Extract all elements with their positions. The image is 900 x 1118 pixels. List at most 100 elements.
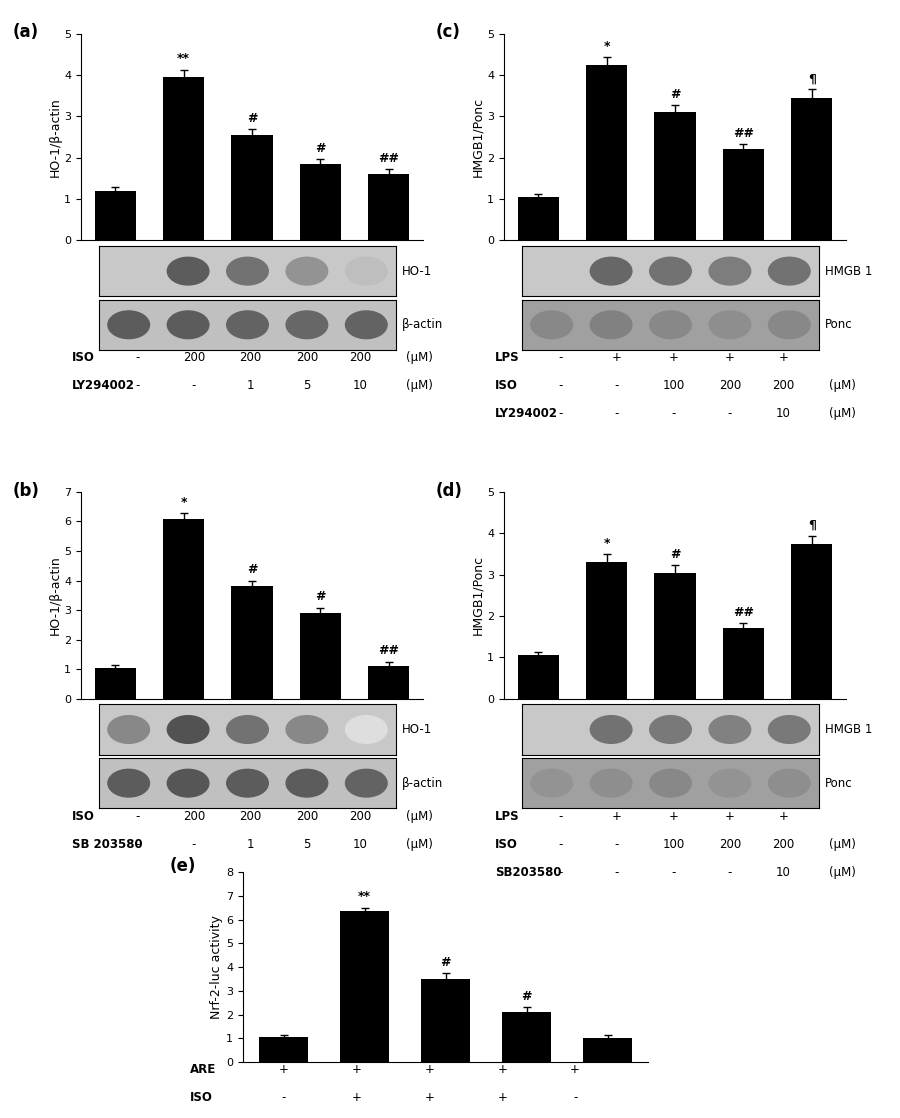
Text: -: - [135, 837, 140, 851]
Text: β-actin: β-actin [402, 319, 443, 331]
Ellipse shape [346, 257, 387, 285]
Text: -: - [671, 407, 676, 420]
Text: -: - [135, 809, 140, 823]
Text: #: # [521, 991, 532, 1003]
Text: -: - [192, 837, 196, 851]
Text: +: + [725, 351, 734, 364]
Ellipse shape [346, 769, 387, 797]
Text: 1: 1 [247, 837, 254, 851]
Bar [368, 666, 410, 699]
Text: (d): (d) [436, 482, 463, 500]
Text: 100: 100 [662, 379, 685, 392]
Text: 200: 200 [349, 351, 372, 364]
Text: +: + [425, 1091, 434, 1105]
Text: -: - [558, 865, 562, 879]
Ellipse shape [346, 311, 387, 339]
Y-axis label: Nrf-2-luc activity: Nrf-2-luc activity [211, 916, 223, 1018]
Text: Ponc: Ponc [825, 319, 852, 331]
Text: *: * [603, 40, 610, 53]
Text: +: + [778, 809, 788, 823]
Text: (μM): (μM) [829, 379, 856, 392]
Ellipse shape [709, 311, 751, 339]
Bar [518, 655, 559, 699]
Bar [791, 97, 832, 240]
Text: -: - [615, 865, 619, 879]
Text: HMGB 1: HMGB 1 [825, 723, 872, 736]
Bar [583, 1039, 632, 1062]
Y-axis label: HMGB1/Ponc: HMGB1/Ponc [472, 97, 484, 177]
Text: 200: 200 [349, 809, 372, 823]
Text: +: + [612, 809, 622, 823]
Ellipse shape [769, 311, 810, 339]
Text: #: # [440, 956, 451, 968]
Text: (μM): (μM) [829, 407, 856, 420]
Text: ISO: ISO [72, 809, 95, 823]
Text: LY294002: LY294002 [495, 407, 558, 420]
Ellipse shape [769, 257, 810, 285]
Text: ##: ## [733, 127, 754, 140]
Ellipse shape [590, 716, 632, 743]
Ellipse shape [590, 769, 632, 797]
Text: 10: 10 [353, 837, 368, 851]
Ellipse shape [108, 769, 149, 797]
Text: 200: 200 [183, 351, 205, 364]
Bar [259, 1038, 308, 1062]
Text: **: ** [177, 53, 190, 65]
Text: 10: 10 [776, 865, 791, 879]
Bar [300, 613, 341, 699]
Text: -: - [558, 351, 562, 364]
Text: 10: 10 [353, 379, 368, 392]
Text: -: - [135, 379, 140, 392]
Ellipse shape [227, 716, 268, 743]
Bar [163, 519, 204, 699]
Ellipse shape [769, 716, 810, 743]
Text: 200: 200 [772, 837, 795, 851]
Text: (μM): (μM) [406, 837, 433, 851]
Ellipse shape [531, 311, 572, 339]
Bar [586, 562, 627, 699]
Bar [586, 65, 627, 240]
Text: LPS: LPS [495, 809, 520, 823]
Bar [300, 164, 341, 240]
Text: *: * [603, 537, 610, 550]
Text: -: - [728, 865, 732, 879]
Ellipse shape [167, 311, 209, 339]
Text: 10: 10 [776, 407, 791, 420]
Text: -: - [558, 809, 562, 823]
Bar [340, 911, 389, 1062]
Bar [654, 572, 696, 699]
Text: -: - [615, 379, 619, 392]
Text: -: - [573, 1091, 577, 1105]
Text: SB203580: SB203580 [495, 865, 562, 879]
Bar [94, 667, 136, 699]
Ellipse shape [286, 716, 328, 743]
Bar [654, 112, 696, 240]
Text: -: - [615, 837, 619, 851]
Bar [231, 587, 273, 699]
Text: +: + [279, 1063, 288, 1077]
Ellipse shape [227, 257, 268, 285]
Text: 200: 200 [239, 351, 262, 364]
Text: +: + [498, 1063, 507, 1077]
Text: LY294002: LY294002 [72, 379, 135, 392]
Text: -: - [192, 379, 196, 392]
Text: 200: 200 [296, 809, 318, 823]
Text: (a): (a) [13, 23, 39, 41]
Ellipse shape [227, 311, 268, 339]
Ellipse shape [709, 769, 751, 797]
Text: **: ** [358, 890, 371, 903]
Text: ARE: ARE [191, 1063, 217, 1077]
Text: -: - [558, 837, 562, 851]
Bar [723, 150, 764, 240]
Text: (μM): (μM) [829, 865, 856, 879]
Text: (b): (b) [13, 482, 40, 500]
Text: -: - [282, 1091, 285, 1105]
Ellipse shape [650, 257, 691, 285]
Ellipse shape [531, 769, 572, 797]
Text: -: - [671, 865, 676, 879]
Text: -: - [615, 407, 619, 420]
Text: HMGB 1: HMGB 1 [825, 265, 872, 277]
Text: 200: 200 [183, 809, 205, 823]
Bar [421, 979, 470, 1062]
Text: +: + [612, 351, 622, 364]
